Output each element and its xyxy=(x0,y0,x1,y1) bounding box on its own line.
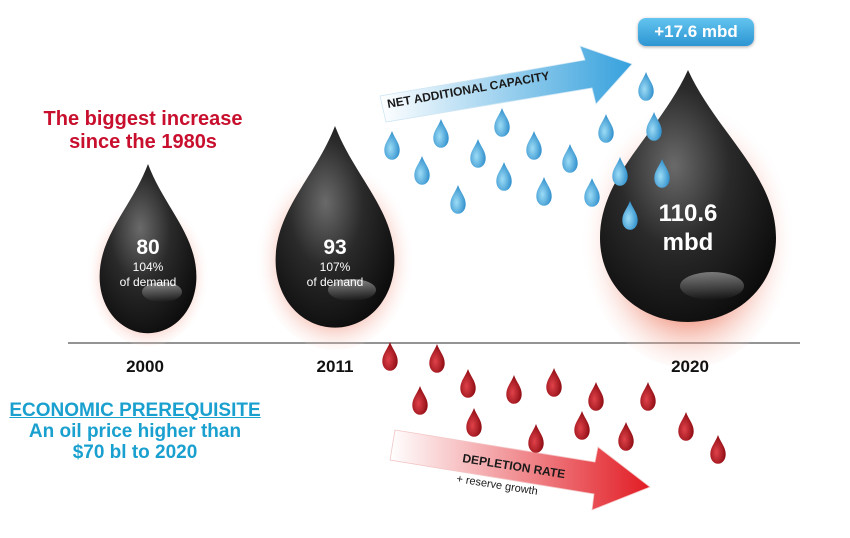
depletion-droplet xyxy=(618,422,634,451)
drop-note-2000: of demand xyxy=(119,275,177,289)
depletion-droplet xyxy=(546,368,562,397)
capacity-droplet xyxy=(562,144,578,173)
drop-label-2011: 93 107% of demand xyxy=(265,236,405,290)
depletion-droplet xyxy=(429,344,445,373)
oil-drop-2020 xyxy=(580,70,796,368)
capacity-droplet xyxy=(470,139,486,168)
drop-label-2020: 110.6 mbd xyxy=(618,199,758,257)
net-additional-capacity-arrow xyxy=(379,45,633,123)
depletion-droplet xyxy=(574,411,590,440)
capacity-droplet xyxy=(496,162,512,191)
depletion-droplet xyxy=(506,375,522,404)
drop-note-2011: of demand xyxy=(306,275,364,289)
prerequisite-title: ECONOMIC PREREQUISITE xyxy=(9,400,261,421)
year-2000: 2000 xyxy=(126,357,164,376)
depletion-droplet xyxy=(382,342,398,371)
year-2020: 2020 xyxy=(671,357,709,376)
depletion-droplet xyxy=(588,382,604,411)
depletion-rate-arrow xyxy=(389,429,651,511)
depletion-droplet xyxy=(678,412,694,441)
capacity-droplet xyxy=(433,119,449,148)
depletion-droplet xyxy=(412,386,428,415)
drop-pct-2000: 104% xyxy=(132,260,164,274)
depletion-droplet xyxy=(528,424,544,453)
capacity-droplet xyxy=(384,131,400,160)
depletion-droplet xyxy=(640,382,656,411)
year-2011: 2011 xyxy=(316,357,354,376)
capacity-droplet xyxy=(526,131,542,160)
oil-drop-2000 xyxy=(86,164,210,346)
drop-label-2000: 80 104% of demand xyxy=(78,236,218,290)
capacity-droplet xyxy=(638,72,654,101)
capacity-droplet xyxy=(536,177,552,206)
depletion-droplet xyxy=(710,435,726,464)
drop-value-2020: 110.6 xyxy=(658,200,718,227)
headline: The biggest increase since the 1980s xyxy=(18,108,268,154)
economic-prerequisite: ECONOMIC PREREQUISITE An oil price highe… xyxy=(0,400,270,463)
increase-badge: +17.6 mbd xyxy=(638,18,754,46)
prerequisite-line-1: An oil price higher than xyxy=(28,421,242,442)
depletion-droplet xyxy=(466,408,482,437)
prerequisite-line-2: $70 bl to 2020 xyxy=(72,442,198,463)
oil-drop-2011 xyxy=(255,126,415,350)
drop-value-2011: 93 xyxy=(323,236,347,259)
drop-value-2000: 80 xyxy=(136,236,160,259)
capacity-droplet xyxy=(450,185,466,214)
drop-pct-2011: 107% xyxy=(319,260,351,274)
drop-unit-2020: mbd xyxy=(662,229,714,256)
headline-line-2: since the 1980s xyxy=(69,131,217,153)
headline-line-1: The biggest increase xyxy=(43,108,243,130)
capacity-droplet xyxy=(494,108,510,137)
capacity-droplet xyxy=(598,114,614,143)
capacity-droplet xyxy=(414,156,430,185)
depletion-droplet xyxy=(460,369,476,398)
